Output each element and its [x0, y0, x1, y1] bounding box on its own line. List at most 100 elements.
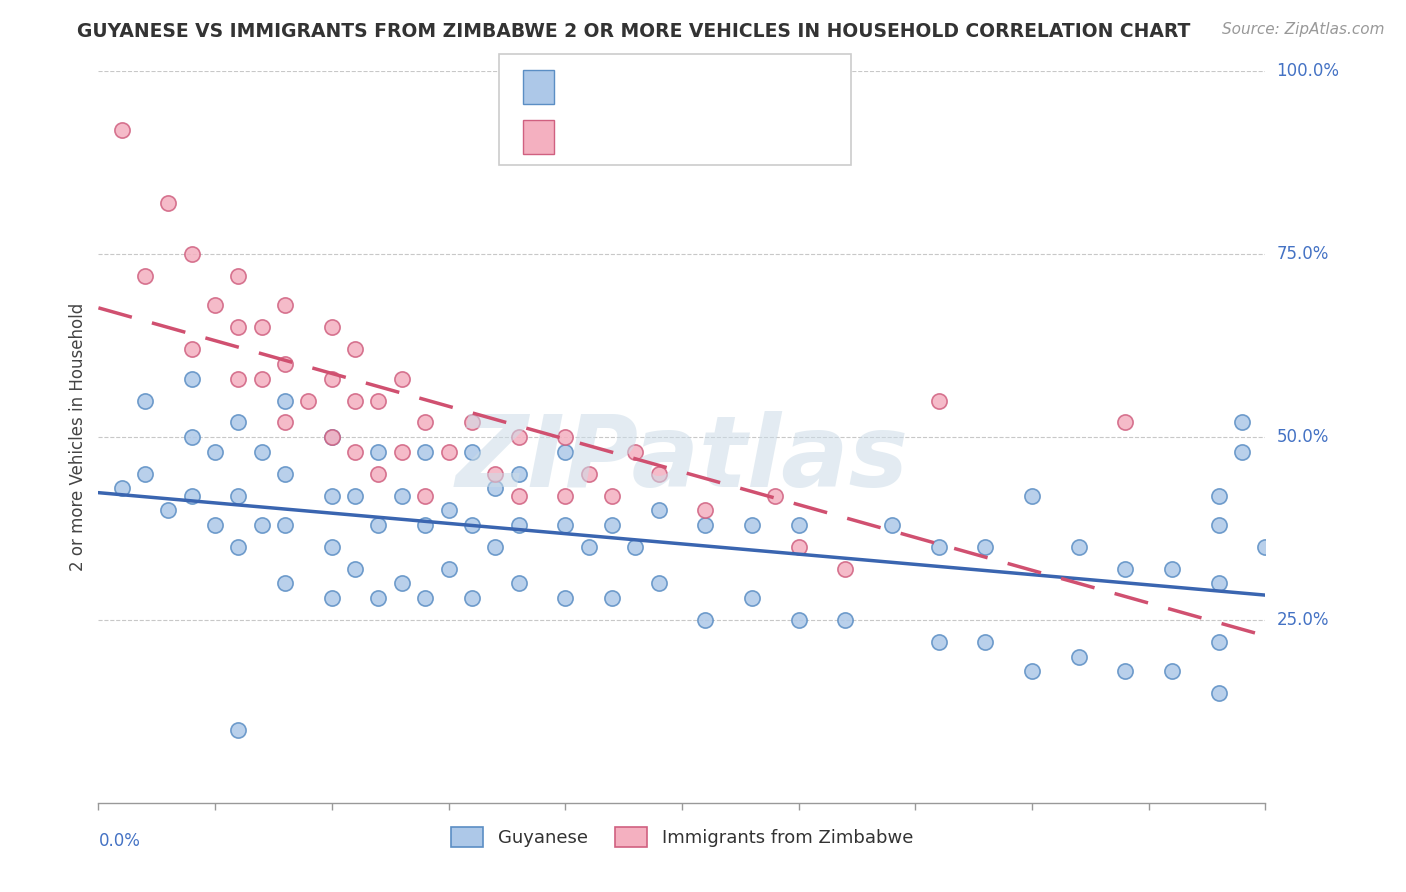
Point [787, 517, 810, 532]
Point [134, 269, 156, 284]
Point [1067, 649, 1090, 664]
Point [228, 416, 250, 430]
Point [484, 467, 506, 481]
Point [180, 489, 202, 503]
Point [624, 444, 647, 458]
Point [274, 357, 297, 371]
Point [228, 320, 250, 334]
Text: N =: N = [699, 131, 751, 149]
Point [974, 540, 997, 554]
Point [228, 269, 250, 284]
Point [695, 503, 717, 517]
Text: 75.0%: 75.0% [1277, 245, 1329, 263]
Point [834, 562, 856, 576]
Point [880, 517, 903, 532]
Point [1208, 489, 1230, 503]
Text: 100.0%: 100.0% [1277, 62, 1340, 80]
Text: 25.0%: 25.0% [1277, 611, 1329, 629]
Point [321, 371, 343, 385]
Point [391, 371, 413, 385]
Point [344, 489, 367, 503]
Point [180, 247, 202, 261]
Point [1254, 540, 1277, 554]
Text: R =: R = [565, 82, 605, 100]
Point [204, 517, 226, 532]
Point [228, 540, 250, 554]
Point [741, 591, 763, 605]
Point [1114, 664, 1136, 678]
Point [111, 123, 134, 137]
Text: 50.0%: 50.0% [1277, 428, 1329, 446]
Point [508, 430, 530, 444]
Point [647, 576, 669, 591]
Point [274, 416, 297, 430]
Point [321, 591, 343, 605]
Point [1067, 540, 1090, 554]
Point [204, 298, 226, 312]
Point [787, 613, 810, 627]
Point [600, 517, 623, 532]
Point [134, 393, 156, 408]
Point [695, 613, 717, 627]
Point [1208, 635, 1230, 649]
Point [228, 371, 250, 385]
Point [554, 489, 576, 503]
Point [484, 481, 506, 495]
Point [578, 540, 600, 554]
Point [461, 416, 484, 430]
Point [367, 591, 389, 605]
Point [274, 298, 297, 312]
Text: ZIPatlas: ZIPatlas [456, 410, 908, 508]
Point [437, 562, 460, 576]
Point [367, 467, 389, 481]
Point [111, 481, 134, 495]
Text: Source: ZipAtlas.com: Source: ZipAtlas.com [1222, 22, 1385, 37]
Point [367, 444, 389, 458]
Point [344, 343, 367, 357]
Point [157, 503, 180, 517]
Point [367, 517, 389, 532]
Point [624, 540, 647, 554]
Point [274, 467, 297, 481]
Point [321, 430, 343, 444]
Point [344, 393, 367, 408]
Point [391, 489, 413, 503]
Point [484, 540, 506, 554]
Point [413, 591, 436, 605]
Point [321, 540, 343, 554]
Point [250, 320, 273, 334]
Point [974, 635, 997, 649]
Text: 0.0%: 0.0% [98, 832, 141, 850]
Point [508, 517, 530, 532]
Point [1208, 517, 1230, 532]
Point [647, 503, 669, 517]
Point [297, 393, 319, 408]
Point [787, 540, 810, 554]
Point [1230, 444, 1253, 458]
Text: 0.140: 0.140 [619, 131, 682, 149]
Legend: Guyanese, Immigrants from Zimbabwe: Guyanese, Immigrants from Zimbabwe [441, 818, 922, 856]
Point [1114, 562, 1136, 576]
Text: N =: N = [699, 82, 751, 100]
Point [344, 562, 367, 576]
Text: -0.162: -0.162 [619, 82, 683, 100]
Point [928, 540, 950, 554]
Point [928, 393, 950, 408]
Point [413, 517, 436, 532]
Point [367, 393, 389, 408]
Point [763, 489, 786, 503]
Point [274, 393, 297, 408]
Point [554, 430, 576, 444]
Point [695, 517, 717, 532]
Point [274, 576, 297, 591]
Point [554, 444, 576, 458]
Point [134, 467, 156, 481]
Point [250, 371, 273, 385]
Point [461, 444, 484, 458]
Point [228, 489, 250, 503]
Point [274, 517, 297, 532]
Point [180, 343, 202, 357]
Point [508, 489, 530, 503]
Point [204, 444, 226, 458]
Point [1161, 562, 1184, 576]
